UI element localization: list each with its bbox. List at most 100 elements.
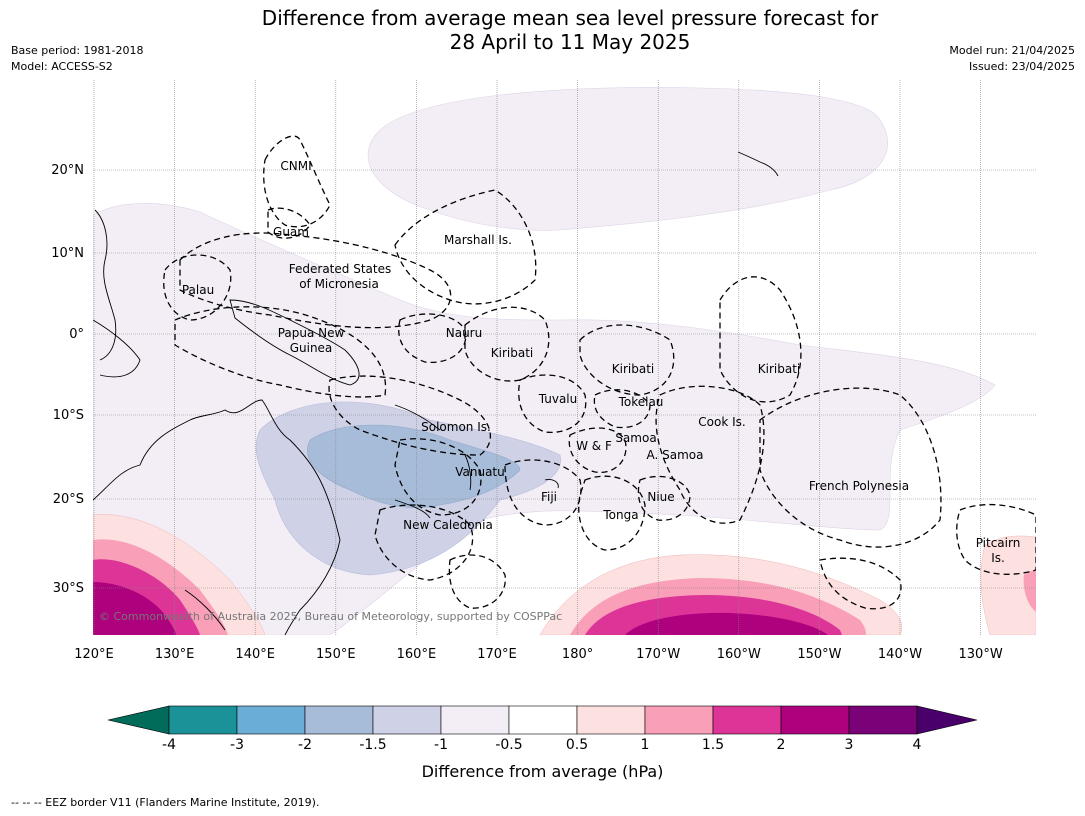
longitude-label: 180° xyxy=(562,647,593,662)
eez-legend-note: -- -- -- EEZ border V11 (Flanders Marine… xyxy=(11,796,320,809)
region-label: French Polynesia xyxy=(809,479,909,493)
region-label: Guam xyxy=(273,225,309,239)
region-label: Kiribati xyxy=(758,362,800,376)
colorbar-segment xyxy=(372,705,442,735)
philippines-coast xyxy=(94,209,117,361)
colorbar-tick-label: -0.5 xyxy=(495,737,523,753)
longitude-label: 150°W xyxy=(797,647,841,662)
region-label: Nauru xyxy=(446,326,482,340)
region-label: Cook Is. xyxy=(698,415,745,429)
anomaly-north-pacific-high xyxy=(367,87,888,231)
longitude-label: 130°W xyxy=(959,647,1003,662)
colorbar-segment xyxy=(440,705,510,735)
region-label: Tuvalu xyxy=(538,392,578,406)
region-label: Kiribati xyxy=(612,362,654,376)
anomaly-se-positive-2 xyxy=(1023,570,1036,612)
colorbar-tick-label: -3 xyxy=(230,737,244,753)
colorbar-tick-label: 3 xyxy=(844,737,854,753)
eez-palau xyxy=(163,254,232,321)
longitude-label: 120°E xyxy=(74,647,114,662)
colorbar-tick-label: 2 xyxy=(776,737,786,753)
base-period: Base period: 1981-2018 xyxy=(11,44,144,57)
colorbar-tick-label: 0.5 xyxy=(565,737,589,753)
title-line-2: 28 April to 11 May 2025 xyxy=(449,30,691,54)
longitude-label: 150°E xyxy=(316,647,356,662)
solomon-coast xyxy=(394,404,441,431)
region-label: Federated States xyxy=(289,262,391,276)
eez-kiribati-line xyxy=(719,276,802,403)
map-panel: CNMI Guam Marshall Is. Federated States … xyxy=(93,80,1036,635)
anomaly-s-positive-4 xyxy=(625,612,828,635)
eez-kiribati-phoenix xyxy=(579,324,675,396)
colorbar-tick-label: 1 xyxy=(640,737,650,753)
region-label: A. Samoa xyxy=(647,448,704,462)
latitude-labels: 20°N 10°N 0° 10°S 20°S 30°S xyxy=(51,163,84,596)
eez-cnmi xyxy=(263,135,331,228)
latitude-label: 10°N xyxy=(51,246,84,261)
longitude-label: 170°E xyxy=(477,647,517,662)
longitude-label: 140°W xyxy=(878,647,922,662)
colorbar-segment xyxy=(576,705,646,735)
eez-borders xyxy=(163,135,1036,610)
eez-guam xyxy=(267,207,311,239)
colorbar-label: Difference from average (hPa) xyxy=(421,762,664,781)
region-label: Palau xyxy=(182,283,214,297)
colorbar xyxy=(107,705,978,735)
colorbar-segment xyxy=(712,705,782,735)
eez-marshall xyxy=(394,189,537,305)
anomaly-coral-sea-2 xyxy=(307,424,521,508)
eez-vanuatu xyxy=(394,438,482,516)
region-label: Tokelau xyxy=(618,395,664,409)
hawaii-coast xyxy=(737,151,779,177)
colorbar-segment xyxy=(644,705,714,735)
colorbar-extend-high xyxy=(916,705,978,735)
colorbar-tick-label: -1.5 xyxy=(359,737,387,753)
longitude-label: 130°E xyxy=(155,647,195,662)
colorbar-segment xyxy=(236,705,306,735)
title-line-1: Difference from average mean sea level p… xyxy=(261,6,879,30)
australia-coast xyxy=(93,399,341,635)
new-guinea-coast xyxy=(229,299,360,386)
colorbar-tick-label: 4 xyxy=(912,737,922,753)
vanuatu-coast xyxy=(464,454,472,491)
longitude-label: 170°W xyxy=(636,647,680,662)
model-run: Model run: 21/04/2025 xyxy=(949,44,1075,57)
latitude-label: 10°S xyxy=(53,408,84,423)
eez-kermadec xyxy=(819,557,902,610)
region-labels: CNMI Guam Marshall Is. Federated States … xyxy=(182,159,1020,565)
region-label: Fiji xyxy=(541,490,557,504)
eez-tuvalu xyxy=(518,374,587,433)
meta-left: Base period: 1981-2018 Model: ACCESS-S2 xyxy=(11,43,143,75)
region-label: Is. xyxy=(991,551,1005,565)
eez-kiribati-gilbert xyxy=(464,306,550,382)
region-label: Tonga xyxy=(602,508,638,522)
eez-solomon xyxy=(328,375,491,456)
colorbar-segment xyxy=(168,705,238,735)
region-label: Guinea xyxy=(290,341,333,355)
longitude-label: 140°E xyxy=(235,647,275,662)
eez-new-caledonia xyxy=(374,504,474,581)
anomaly-se-positive xyxy=(980,535,1036,635)
region-label: Kiribati xyxy=(491,346,533,360)
latitude-label: 0° xyxy=(69,327,84,342)
region-label: CNMI xyxy=(280,159,311,173)
region-label: Samoa xyxy=(615,431,656,445)
meta-right: Model run: 21/04/2025 Issued: 23/04/2025 xyxy=(949,43,1075,75)
region-label: W & F xyxy=(576,439,612,453)
borneo-coast xyxy=(93,319,141,378)
latitude-label: 20°N xyxy=(51,163,84,178)
map-title: Difference from average mean sea level p… xyxy=(0,6,1085,54)
fiji-coast xyxy=(544,479,559,489)
region-label: Solomon Is. xyxy=(421,420,491,434)
region-label: Papua New xyxy=(278,326,345,340)
region-label: Vanuatu xyxy=(455,465,505,479)
colorbar-tick-label: -1 xyxy=(434,737,448,753)
eez-french-polynesia xyxy=(759,387,942,548)
colorbar-tick-label: -4 xyxy=(162,737,176,753)
colorbar-extend-low xyxy=(107,705,170,735)
colorbar-tick-label: 1.5 xyxy=(701,737,725,753)
eez-norfolk xyxy=(448,554,506,609)
eez-wf-samoa xyxy=(568,427,627,473)
graticule xyxy=(93,80,1036,635)
region-label: Niue xyxy=(647,490,674,504)
